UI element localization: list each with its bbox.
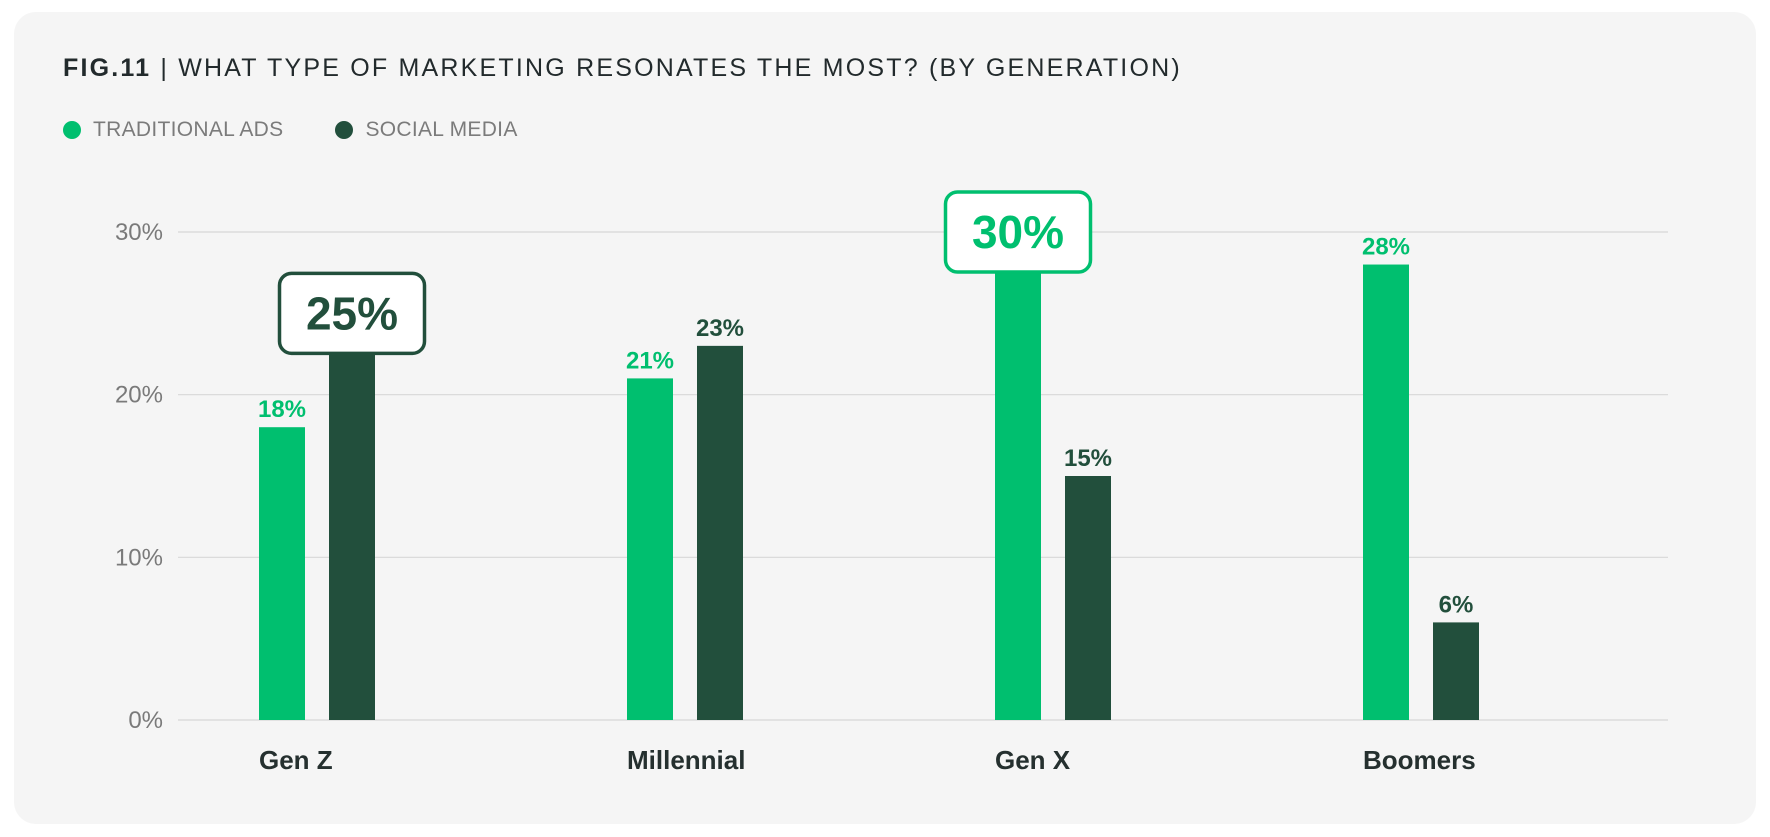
highlight-callout-label: 30%: [972, 206, 1064, 258]
y-tick-label: 0%: [128, 707, 163, 734]
x-tick-label: Boomers: [1363, 745, 1476, 775]
legend: TRADITIONAL ADS SOCIAL MEDIA: [63, 118, 570, 142]
bar-data-label: 18%: [258, 396, 306, 423]
chart-title: FIG.11 | WHAT TYPE OF MARKETING RESONATE…: [63, 54, 1182, 83]
highlight-callout-label: 25%: [306, 287, 398, 339]
bar-data-label: 6%: [1439, 591, 1474, 618]
legend-item-social-media: SOCIAL MEDIA: [335, 118, 517, 142]
figure-title: | WHAT TYPE OF MARKETING RESONATES THE M…: [151, 54, 1182, 82]
x-tick-label: Millennial: [627, 745, 745, 775]
bar: [627, 378, 673, 720]
bar: [1065, 476, 1111, 720]
x-tick-label: Gen X: [995, 745, 1071, 775]
bar: [995, 232, 1041, 720]
highlight-callout-box: [277, 271, 427, 356]
y-tick-label: 30%: [115, 219, 163, 246]
y-tick-label: 10%: [115, 544, 163, 571]
legend-item-traditional-ads: TRADITIONAL ADS: [63, 118, 283, 142]
figure-number: FIG.11: [63, 54, 152, 82]
bar: [259, 427, 305, 720]
legend-label-social-media: SOCIAL MEDIA: [365, 118, 518, 141]
legend-swatch-social-media: [335, 121, 354, 139]
bar-data-label: 23%: [696, 315, 744, 342]
bar: [1363, 264, 1409, 720]
bar: [697, 345, 743, 720]
bar-data-label: 21%: [626, 347, 674, 374]
legend-label-traditional-ads: TRADITIONAL ADS: [93, 118, 284, 141]
bar-data-label: 28%: [1362, 234, 1410, 261]
y-tick-label: 20%: [115, 382, 163, 409]
bar-data-label: 15%: [1064, 445, 1112, 472]
legend-swatch-traditional-ads: [63, 121, 81, 139]
x-tick-label: Gen Z: [259, 745, 333, 775]
bar: [329, 313, 375, 720]
bar: [1433, 622, 1479, 720]
highlight-callout-box: [943, 190, 1093, 274]
